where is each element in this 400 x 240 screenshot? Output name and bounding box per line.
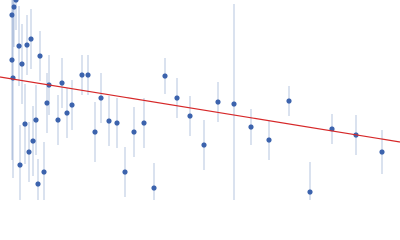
point (13, 0, 19, 3)
page: (() => { const data = JSON.parse(documen… (0, 0, 400, 200)
point (266, 137, 272, 143)
point (33, 117, 39, 123)
point (79, 72, 85, 78)
point (35, 181, 41, 187)
point (59, 80, 65, 86)
point (141, 120, 147, 126)
point (162, 73, 168, 79)
point (98, 95, 104, 101)
point (64, 110, 70, 116)
point (201, 142, 207, 148)
point (26, 149, 32, 155)
point (215, 99, 221, 105)
point (9, 12, 15, 18)
point (24, 42, 30, 48)
point (106, 118, 112, 124)
point (187, 113, 193, 119)
point (30, 138, 36, 144)
point (379, 149, 385, 155)
fit-line (0, 76, 400, 143)
chart (0, 0, 400, 200)
point (19, 61, 25, 67)
point (114, 120, 120, 126)
point (22, 121, 28, 127)
point (174, 95, 180, 101)
point (16, 43, 22, 49)
point (11, 4, 17, 10)
point (44, 100, 50, 106)
point (28, 36, 34, 42)
point (55, 117, 61, 123)
point (9, 57, 15, 63)
point (131, 129, 137, 135)
point (151, 185, 157, 191)
point (41, 169, 47, 175)
point (248, 124, 254, 130)
point (231, 101, 237, 107)
point (69, 102, 75, 108)
point (286, 98, 292, 104)
point (85, 72, 91, 78)
point (122, 169, 128, 175)
point (17, 162, 23, 168)
point (37, 53, 43, 59)
point (92, 129, 98, 135)
point (307, 189, 313, 195)
